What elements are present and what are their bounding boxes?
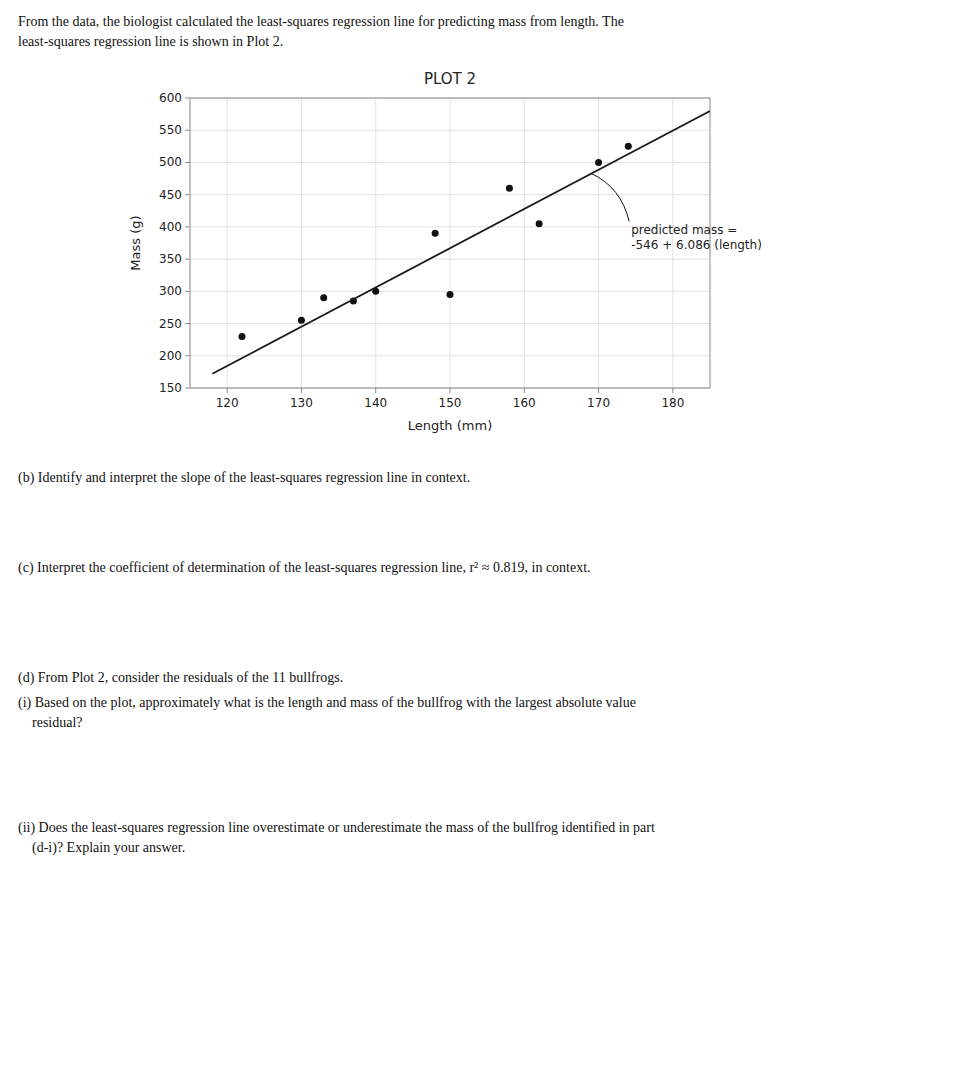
- tick-x: [375, 388, 376, 393]
- page-text: (d-i)? Explain your answer.: [18, 840, 185, 856]
- chart: 120 130 140 150 160 170 180 150 200 250 300 350 400 4…: [0, 58, 974, 458]
- page: {"chart_data": {"type": "scatter", "titl…: [0, 0, 974, 1078]
- tick-x: [598, 388, 599, 393]
- grid-line-y: [190, 355, 710, 356]
- scatter-point: [506, 185, 513, 192]
- x-axis-label: Length (mm): [408, 418, 492, 433]
- grid-line-x: [450, 98, 451, 388]
- tick-y: [185, 98, 190, 99]
- tick-y: [185, 194, 190, 195]
- tick-y: [185, 226, 190, 227]
- tick-label-y: 250: [159, 317, 182, 331]
- tick-y: [185, 291, 190, 292]
- tick-label-y: 300: [159, 284, 182, 298]
- page-text: (i) Based on the plot, approximately wha…: [18, 695, 636, 711]
- tick-label-y: 200: [159, 349, 182, 363]
- page-text: least-squares regression line is shown i…: [18, 34, 283, 50]
- title: PLOT 2: [424, 70, 476, 88]
- scatter-point: [625, 143, 632, 150]
- tick-y: [185, 355, 190, 356]
- grid-line-x: [598, 98, 599, 388]
- tick-y: [185, 259, 190, 260]
- tick-label-y: 350: [159, 252, 182, 266]
- tick-x: [524, 388, 525, 393]
- tick-label-x: 130: [290, 396, 313, 410]
- tick-x: [672, 388, 673, 393]
- tick-label-y: 150: [159, 381, 182, 395]
- scatter-point: [239, 333, 246, 340]
- scatter-point: [432, 230, 439, 237]
- tick-y: [185, 162, 190, 163]
- scatter-point: [536, 220, 543, 227]
- page-text: residual?: [18, 715, 83, 731]
- tick-label-x: 170: [587, 396, 610, 410]
- grid-line-x: [227, 98, 228, 388]
- tick-y: [185, 130, 190, 131]
- page-text: (d) From Plot 2, consider the residuals …: [18, 670, 343, 686]
- grid-line-x: [301, 98, 302, 388]
- page-text: (ii) Does the least-squares regression l…: [18, 820, 655, 836]
- grid-line-y: [190, 194, 710, 195]
- scatter-point: [447, 291, 454, 298]
- tick-label-y: 500: [159, 155, 182, 169]
- page-text: (b) Identify and interpret the slope of …: [18, 470, 470, 486]
- grid-line-y: [190, 259, 710, 260]
- tick-label-y: 600: [159, 91, 182, 105]
- tick-x: [227, 388, 228, 393]
- scatter-point: [595, 159, 602, 166]
- y-axis-label: Mass (g): [128, 215, 143, 270]
- tick-label-y: 400: [159, 220, 182, 234]
- tick-label-y: 550: [159, 123, 182, 137]
- tick-label-x: 140: [364, 396, 387, 410]
- grid-line-y: [190, 130, 710, 131]
- tick-label-y: 450: [159, 188, 182, 202]
- tick-x: [301, 388, 302, 393]
- grid-line-y: [190, 323, 710, 324]
- grid-line-y: [190, 162, 710, 163]
- scatter-point: [298, 317, 305, 324]
- annotation-text: -546 + 6.086 (length): [631, 238, 762, 252]
- page-text: (c) Interpret the coefficient of determi…: [18, 560, 591, 576]
- tick-x: [450, 388, 451, 393]
- annotation-arrow: [591, 173, 629, 221]
- scatter-point: [320, 294, 327, 301]
- grid-line-x: [524, 98, 525, 388]
- tick-y: [185, 323, 190, 324]
- grid-line-x: [375, 98, 376, 388]
- tick-label-x: 180: [661, 396, 684, 410]
- tick-label-x: 160: [513, 396, 536, 410]
- tick-label-x: 150: [439, 396, 462, 410]
- annotation-text: predicted mass =: [631, 223, 737, 237]
- page-text: From the data, the biologist calculated …: [18, 14, 624, 30]
- tick-y: [185, 388, 190, 389]
- tick-label-x: 120: [216, 396, 239, 410]
